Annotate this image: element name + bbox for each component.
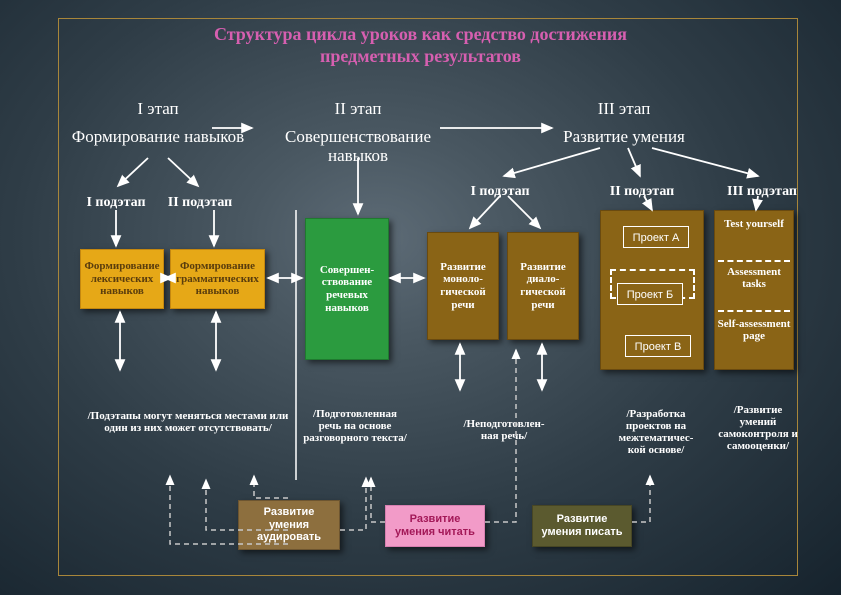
box-read: Развитие умения читать bbox=[385, 505, 485, 547]
box-gram-text: Формирование грамматических навыков bbox=[175, 260, 260, 298]
title-line2: предметных результатов bbox=[0, 46, 841, 67]
project-a-text: Проект А bbox=[633, 232, 680, 244]
substage-b3: III подэтап bbox=[712, 184, 812, 200]
project-b: Проект Б bbox=[617, 283, 683, 305]
stage1-sub: Формирование навыков bbox=[53, 128, 263, 147]
box-mono: Развитие моноло- гической речи bbox=[427, 232, 499, 340]
box-lex-text: Формирование лексических навыков bbox=[84, 260, 159, 298]
note5: /Развитие умений самоконтроля и самооцен… bbox=[718, 404, 798, 452]
stage3-sub: Развитие умения bbox=[519, 128, 729, 147]
substage-a2: II подэтап bbox=[150, 195, 250, 211]
box-dial: Развитие диало- гической речи bbox=[507, 232, 579, 340]
stage2-label: II этап bbox=[298, 99, 418, 119]
assess-t3: Self-assessment page bbox=[714, 318, 794, 342]
box-write-text: Развитие умения писать bbox=[537, 513, 627, 538]
substage-b2: II подэтап bbox=[592, 184, 692, 200]
note1: /Подэтапы могут меняться местами или оди… bbox=[80, 410, 296, 434]
title-line1: Структура цикла уроков как средство дост… bbox=[0, 24, 841, 45]
note3: /Неподготовлен- ная речь/ bbox=[444, 418, 564, 442]
box-lex: Формирование лексических навыков bbox=[80, 249, 164, 309]
note4: /Разработка проектов на межтематичес- ко… bbox=[605, 408, 707, 456]
box-dial-text: Развитие диало- гической речи bbox=[512, 261, 574, 312]
assess-t1: Test yourself bbox=[714, 218, 794, 230]
assess-t2: Assessment tasks bbox=[714, 266, 794, 290]
note2: /Подготовленная речь на основе разговорн… bbox=[302, 408, 408, 444]
substage-b1: I подэтап bbox=[450, 184, 550, 200]
stage2-sub: Совершенствование навыков bbox=[253, 128, 463, 165]
box-read-text: Развитие умения читать bbox=[390, 513, 480, 538]
box-listen: Развитие умения аудировать bbox=[238, 500, 340, 550]
assess-dash1 bbox=[718, 260, 790, 262]
project-c-text: Проект В bbox=[635, 341, 682, 353]
box-listen-text: Развитие умения аудировать bbox=[243, 506, 335, 544]
project-a: Проект А bbox=[623, 226, 689, 248]
box-green: Совершен- ствование речевых навыков bbox=[305, 218, 389, 360]
assess-dash2 bbox=[718, 310, 790, 312]
box-green-text: Совершен- ствование речевых навыков bbox=[310, 264, 384, 315]
box-mono-text: Развитие моноло- гической речи bbox=[432, 261, 494, 312]
project-c: Проект В bbox=[625, 335, 691, 357]
stage3-label: III этап bbox=[564, 99, 684, 119]
stage1-label: I этап bbox=[98, 99, 218, 119]
box-write: Развитие умения писать bbox=[532, 505, 632, 547]
project-b-text: Проект Б bbox=[627, 289, 674, 301]
box-gram: Формирование грамматических навыков bbox=[170, 249, 265, 309]
box-assess bbox=[714, 210, 794, 370]
